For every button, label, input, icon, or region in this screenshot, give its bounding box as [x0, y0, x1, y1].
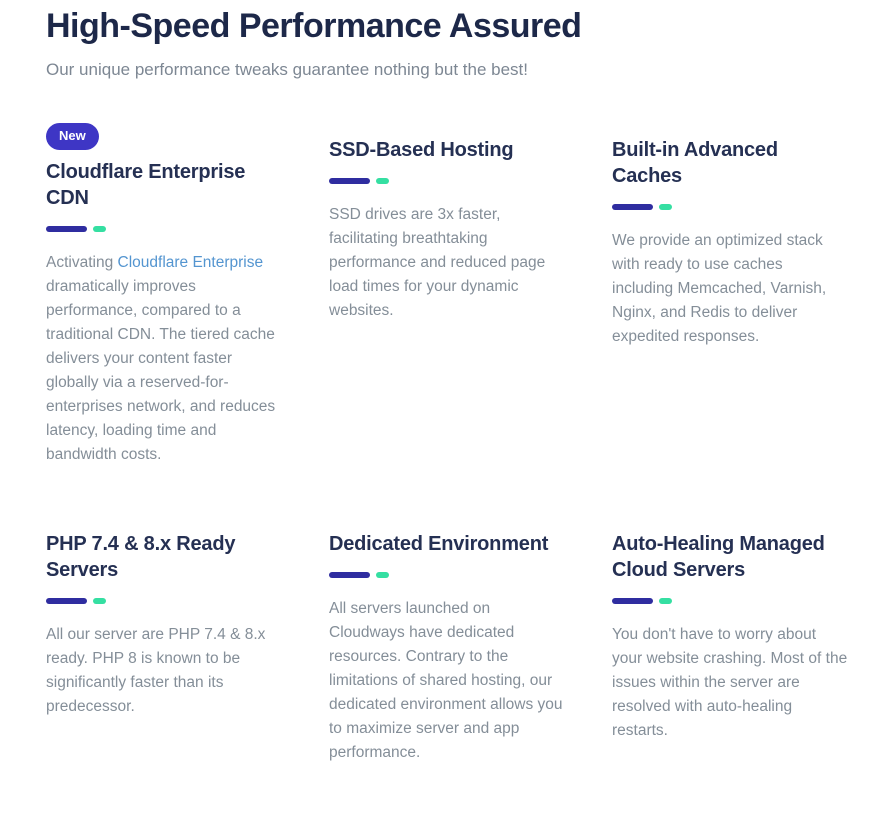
page-title: High-Speed Performance Assured [46, 7, 582, 45]
features-grid: New Cloudflare Enterprise CDN Activating… [46, 123, 847, 765]
underline-dash-icon [93, 598, 106, 604]
feature-card-dedicated-environment: Dedicated Environment All servers launch… [329, 531, 565, 765]
page-subtitle: Our unique performance tweaks guarantee … [46, 60, 528, 79]
title-underline [46, 226, 282, 232]
performance-section: High-Speed Performance Assured Our uniqu… [46, 7, 847, 765]
feature-title: PHP 7.4 & 8.x Ready Servers [46, 533, 236, 581]
feature-title: Cloudflare Enterprise CDN [46, 161, 246, 209]
feature-body: We provide an optimized stack with ready… [612, 232, 827, 345]
underline-dash-icon [659, 204, 672, 210]
underline-dash-icon [659, 598, 672, 604]
underline-bar-icon [46, 226, 87, 232]
underline-bar-icon [46, 598, 87, 604]
underline-bar-icon [329, 572, 370, 578]
underline-dash-icon [376, 178, 389, 184]
feature-card-auto-healing: Auto-Healing Managed Cloud Servers You d… [612, 531, 848, 765]
feature-card-ssd-hosting: SSD-Based Hosting SSD drives are 3x fast… [329, 123, 565, 467]
feature-card-advanced-caches: Built-in Advanced Caches We provide an o… [612, 123, 848, 467]
underline-dash-icon [93, 226, 106, 232]
feature-body: You don't have to worry about your websi… [612, 626, 848, 739]
feature-title: Dedicated Environment [329, 533, 549, 555]
new-badge: New [46, 123, 99, 150]
feature-body: All our server are PHP 7.4 & 8.x ready. … [46, 626, 266, 715]
title-underline [329, 572, 565, 578]
cloudflare-enterprise-link[interactable]: Cloudflare Enterprise [117, 254, 264, 271]
title-underline [329, 178, 565, 184]
body-text-suffix: dramatically improves performance, compa… [46, 278, 276, 463]
title-underline [612, 598, 848, 604]
title-underline [46, 598, 282, 604]
feature-body: SSD drives are 3x faster, facilitating b… [329, 206, 546, 319]
underline-bar-icon [612, 204, 653, 210]
feature-title: Auto-Healing Managed Cloud Servers [612, 533, 825, 581]
feature-title: SSD-Based Hosting [329, 139, 514, 161]
feature-card-cloudflare-cdn: New Cloudflare Enterprise CDN Activating… [46, 123, 282, 467]
feature-card-php-servers: PHP 7.4 & 8.x Ready Servers All our serv… [46, 531, 282, 765]
underline-bar-icon [612, 598, 653, 604]
body-text-prefix: Activating [46, 254, 118, 271]
feature-title: Built-in Advanced Caches [612, 139, 778, 187]
title-underline [612, 204, 848, 210]
feature-body: All servers launched on Cloudways have d… [329, 600, 563, 761]
underline-bar-icon [329, 178, 370, 184]
underline-dash-icon [376, 572, 389, 578]
feature-body: Activating Cloudflare Enterprise dramati… [46, 251, 282, 467]
